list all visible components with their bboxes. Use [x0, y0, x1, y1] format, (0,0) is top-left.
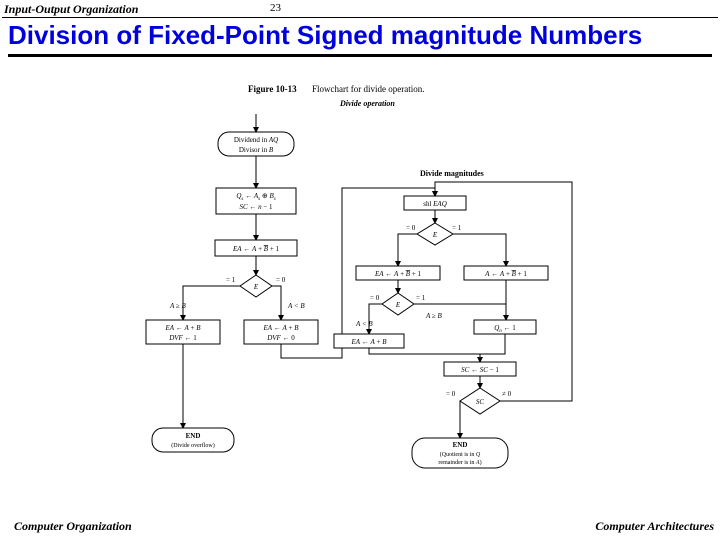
svg-text:= 1: = 1 [416, 294, 426, 302]
section-header: Input-Output Organization [4, 2, 138, 17]
node-end2: END (Quotient is in Q remainder is in A) [412, 438, 508, 468]
svg-text:A < B: A < B [355, 320, 373, 328]
node-scdec: SC ← SC − 1 [444, 362, 516, 376]
top-label: Divide operation [339, 99, 395, 108]
svg-text:A < B: A < B [287, 302, 305, 310]
svg-text:EA ← A + B: EA ← A + B [262, 324, 299, 332]
title-rule [8, 54, 712, 57]
node-ovf1: EA ← A + B DVF ← 1 [146, 320, 220, 344]
node-eaab: EA ← A + B + 1 [215, 240, 297, 256]
svg-text:(Divide overflow): (Divide overflow) [171, 442, 215, 449]
branch-label: Divide magnitudes [420, 169, 484, 178]
svg-text:END: END [186, 432, 201, 440]
svg-text:= 0: = 0 [370, 294, 380, 302]
svg-text:Divisor in B: Divisor in B [239, 146, 274, 154]
node-e2: E [417, 223, 453, 245]
page-title: Division of Fixed-Point Signed magnitude… [8, 20, 642, 51]
svg-text:EA ← A + B + 1: EA ← A + B + 1 [232, 245, 280, 253]
svg-text:= 0: = 0 [446, 390, 456, 398]
node-ovf0: EA ← A + B DVF ← 0 [244, 320, 318, 344]
svg-text:A ← A + B + 1: A ← A + B + 1 [484, 270, 527, 278]
svg-text:EA ← A + B: EA ← A + B [164, 324, 201, 332]
figure-caption: Flowchart for divide operation. [312, 84, 424, 94]
svg-text:SC: SC [476, 398, 485, 406]
node-shl: shl EAQ [404, 196, 466, 210]
svg-text:Dividend in AQ: Dividend in AQ [234, 136, 278, 144]
svg-text:E: E [395, 301, 401, 309]
node-eaab2: EA ← A + B [334, 334, 404, 348]
svg-text:EA ← A + B + 1: EA ← A + B + 1 [374, 270, 422, 278]
svg-text:DVF ← 1: DVF ← 1 [168, 334, 197, 342]
svg-text:shl EAQ: shl EAQ [423, 200, 447, 208]
node-end1: END (Divide overflow) [152, 428, 234, 452]
svg-text:E: E [432, 231, 438, 239]
svg-text:= 1: = 1 [226, 276, 236, 284]
footer-right: Computer Architectures [595, 519, 714, 534]
footer-left: Computer Organization [14, 519, 132, 534]
svg-text:END: END [453, 441, 468, 449]
svg-text:EA ← A + B: EA ← A + B [350, 338, 387, 346]
svg-text:A ≥ B: A ≥ B [425, 312, 442, 320]
svg-text:(Quotient is in Q: (Quotient is in Q [440, 451, 481, 458]
svg-text:= 1: = 1 [452, 224, 462, 232]
node-sc: SC [460, 388, 500, 414]
figure-label: Figure 10-13 [248, 84, 297, 94]
svg-text:A ≥ B: A ≥ B [169, 302, 186, 310]
svg-text:SC ← n − 1: SC ← n − 1 [239, 203, 273, 211]
svg-text:DVF ← 0: DVF ← 0 [266, 334, 295, 342]
top-rule [2, 17, 718, 18]
svg-text:= 0: = 0 [406, 224, 416, 232]
node-e3: E [382, 293, 414, 315]
node-lbox: EA ← A + B + 1 [356, 266, 440, 280]
node-qs: Qs ← As ⊕ Bs SC ← n − 1 [216, 188, 296, 214]
svg-text:SC ← SC − 1: SC ← SC − 1 [461, 366, 499, 374]
svg-text:≠ 0: ≠ 0 [502, 390, 512, 398]
svg-text:= 0: = 0 [276, 276, 286, 284]
svg-text:remainder is in A): remainder is in A) [438, 459, 481, 466]
svg-text:E: E [253, 283, 259, 291]
flowchart: Figure 10-13 Flowchart for divide operat… [130, 62, 590, 502]
node-rbox: A ← A + B + 1 [464, 266, 548, 280]
page-number: 23 [270, 2, 281, 14]
node-start: Dividend in AQ Divisor in B [218, 132, 294, 156]
node-qn1: Qn ← 1 [474, 320, 536, 334]
node-e1: E [240, 275, 272, 297]
